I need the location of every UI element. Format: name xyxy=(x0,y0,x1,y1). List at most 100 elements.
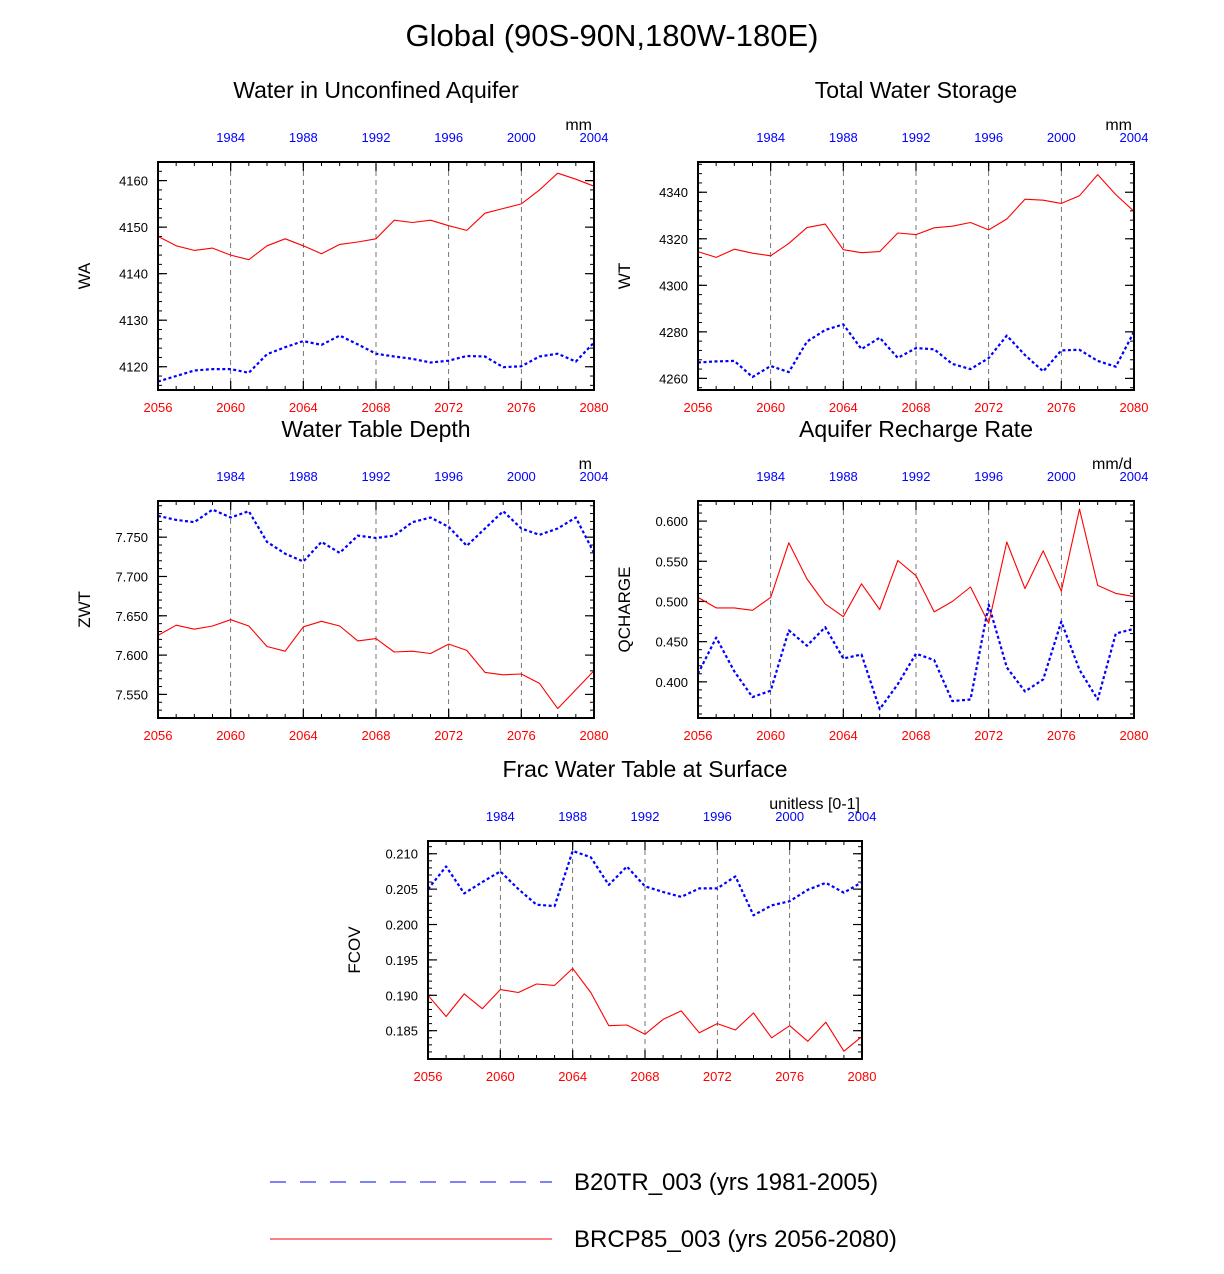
x-top-tick-label: 1984 xyxy=(756,469,785,484)
y-tick-label: 7.700 xyxy=(115,569,148,584)
x-top-tick-label: 1996 xyxy=(703,809,732,824)
y-tick-label: 0.205 xyxy=(385,882,418,897)
x-tick-label: 2080 xyxy=(848,1069,877,1084)
chart-wa: Water in Unconfined Aquifer mm WA 2056 2060 2… xyxy=(75,77,608,415)
y-tick-label: 7.750 xyxy=(115,530,148,545)
y-tick-label: 4280 xyxy=(659,325,688,340)
x-tick-label: 2056 xyxy=(414,1069,443,1084)
x-top-tick-label: 1988 xyxy=(558,809,587,824)
x-top-tick-label: 2000 xyxy=(775,809,804,824)
x-top-tick-label: 1992 xyxy=(631,809,660,824)
y-tick-label: 0.185 xyxy=(385,1024,418,1039)
y-tick-label: 4120 xyxy=(119,360,148,375)
y-tick-label: 0.210 xyxy=(385,847,418,862)
plot-frame xyxy=(427,840,863,1060)
x-tick-label: 2072 xyxy=(703,1069,732,1084)
y-tick-label: 0.200 xyxy=(385,918,418,933)
x-top-tick-label: 1984 xyxy=(216,130,245,145)
x-top-tick-label: 2000 xyxy=(507,469,536,484)
x-tick-label: 2076 xyxy=(1047,400,1076,415)
x-tick-label: 2064 xyxy=(289,728,318,743)
x-top-tick-label: 1988 xyxy=(829,130,858,145)
chart-title: Frac Water Table at Surface xyxy=(502,756,787,782)
y-tick-label: 0.400 xyxy=(655,675,688,690)
x-top-tick-label: 2000 xyxy=(507,130,536,145)
chart-title: Aquifer Recharge Rate xyxy=(799,416,1033,442)
x-tick-label: 2080 xyxy=(1120,400,1149,415)
figure-title: Global (90S-90N,180W-180E) xyxy=(405,18,819,53)
x-top-tick-label: 1996 xyxy=(434,130,463,145)
series-line-historical xyxy=(157,334,595,383)
x-top-tick-label: 1988 xyxy=(289,130,318,145)
y-tick-label: 4300 xyxy=(659,278,688,293)
x-tick-label: 2056 xyxy=(144,400,173,415)
units-label: mm/d xyxy=(1092,456,1132,473)
x-top-tick-label: 2004 xyxy=(848,809,877,824)
units-label: m xyxy=(579,456,592,473)
x-top-tick-label: 1996 xyxy=(974,130,1003,145)
y-tick-label: 4160 xyxy=(119,174,148,189)
x-tick-label: 2068 xyxy=(631,1069,660,1084)
chart-zwt: Water Table Depth m ZWT 2056 2060 2064 2068 207… xyxy=(75,416,608,743)
chart-title: Total Water Storage xyxy=(815,77,1017,103)
x-tick-label: 2072 xyxy=(434,728,463,743)
x-tick-label: 2064 xyxy=(289,400,318,415)
y-axis-label: WT xyxy=(615,263,634,289)
y-axis-label: QCHARGE xyxy=(615,567,634,653)
legend-label-future: BRCP85_003 (yrs 2056-2080) xyxy=(574,1226,897,1253)
x-tick-label: 2076 xyxy=(775,1069,804,1084)
y-tick-label: 7.650 xyxy=(115,609,148,624)
plot-frame xyxy=(697,500,1135,719)
x-tick-label: 2068 xyxy=(362,728,391,743)
x-top-tick-label: 1992 xyxy=(362,469,391,484)
x-tick-label: 2080 xyxy=(1120,728,1149,743)
x-tick-label: 2068 xyxy=(362,400,391,415)
x-tick-label: 2076 xyxy=(1047,728,1076,743)
chart-wt: Total Water Storage mm WT 2056 2060 2064 2068 2… xyxy=(615,77,1148,415)
series-line-historical xyxy=(697,603,1135,711)
x-tick-label: 2060 xyxy=(756,400,785,415)
plot-frame xyxy=(697,161,1135,391)
x-top-tick-label: 1988 xyxy=(829,469,858,484)
y-tick-label: 4140 xyxy=(119,267,148,282)
chart-panels: Water in Unconfined Aquifer mm WA 2056 2060 2… xyxy=(75,77,1148,1084)
y-tick-label: 0.190 xyxy=(385,988,418,1003)
series-line-future xyxy=(697,508,1135,624)
x-top-tick-label: 1996 xyxy=(974,469,1003,484)
legend: B20TR_003 (yrs 1981-2005) BRCP85_003 (yr… xyxy=(270,1169,897,1253)
y-tick-label: 7.550 xyxy=(115,687,148,702)
x-tick-label: 2056 xyxy=(144,728,173,743)
x-tick-label: 2072 xyxy=(974,400,1003,415)
x-tick-label: 2060 xyxy=(756,728,785,743)
x-tick-label: 2064 xyxy=(829,400,858,415)
x-tick-label: 2080 xyxy=(580,728,609,743)
x-top-tick-label: 2004 xyxy=(1120,130,1149,145)
series-line-historical xyxy=(157,508,595,563)
x-top-tick-label: 1996 xyxy=(434,469,463,484)
y-axis-label: FCOV xyxy=(345,926,364,974)
x-top-tick-label: 1984 xyxy=(486,809,515,824)
x-top-tick-label: 2004 xyxy=(1120,469,1149,484)
chart-title: Water in Unconfined Aquifer xyxy=(233,77,519,103)
y-tick-label: 0.450 xyxy=(655,635,688,650)
y-tick-label: 0.550 xyxy=(655,554,688,569)
y-tick-label: 4150 xyxy=(119,220,148,235)
units-label: mm xyxy=(565,117,592,134)
x-tick-label: 2064 xyxy=(829,728,858,743)
y-tick-label: 0.195 xyxy=(385,953,418,968)
series-line-future xyxy=(427,967,863,1052)
x-top-tick-label: 2004 xyxy=(580,469,609,484)
x-tick-label: 2068 xyxy=(902,400,931,415)
series-line-historical xyxy=(697,323,1135,379)
x-tick-label: 2068 xyxy=(902,728,931,743)
y-tick-label: 7.600 xyxy=(115,648,148,663)
x-top-tick-label: 2004 xyxy=(580,130,609,145)
x-top-tick-label: 1992 xyxy=(902,130,931,145)
x-top-tick-label: 1984 xyxy=(756,130,785,145)
x-tick-label: 2076 xyxy=(507,400,536,415)
x-tick-label: 2056 xyxy=(684,728,713,743)
series-line-future xyxy=(697,174,1135,258)
x-tick-label: 2076 xyxy=(507,728,536,743)
plot-frame xyxy=(157,500,595,719)
